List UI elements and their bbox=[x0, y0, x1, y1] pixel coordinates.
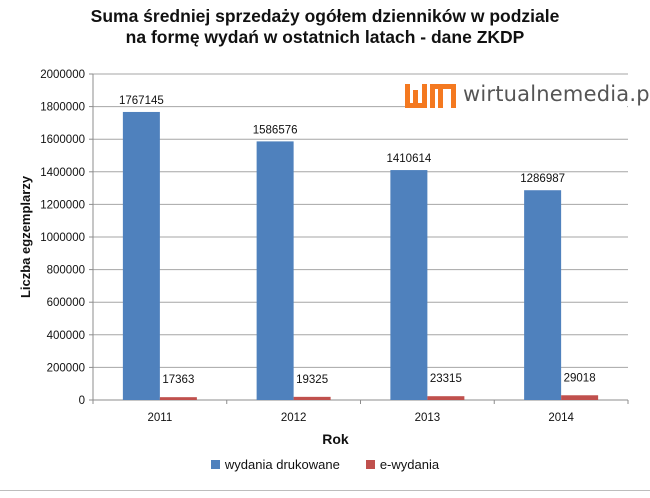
y-tick-label: 2000000 bbox=[40, 69, 85, 81]
wirtualnemedia-logo: wirtualnemedia.pl bbox=[405, 78, 650, 110]
y-tick-label: 1400000 bbox=[40, 167, 85, 179]
data-label: 1410614 bbox=[386, 153, 431, 165]
data-label: 1586576 bbox=[253, 124, 298, 136]
bar-e-edition bbox=[159, 397, 197, 400]
bar-printed bbox=[256, 141, 294, 400]
legend-swatch-series-2 bbox=[365, 460, 375, 469]
x-tick-label: 2013 bbox=[415, 412, 441, 424]
y-tick-label: 800000 bbox=[47, 265, 85, 277]
y-tick-label: 0 bbox=[79, 395, 85, 407]
bar-e-edition bbox=[293, 396, 331, 400]
data-label: 1767145 bbox=[119, 95, 164, 107]
data-label: 19325 bbox=[296, 374, 328, 386]
y-axis-title: Liczba egzemplarzy bbox=[18, 175, 33, 298]
y-tick-label: 1200000 bbox=[40, 199, 85, 211]
chart-title: Suma średniej sprzedaży ogółem dziennikó… bbox=[0, 6, 650, 48]
bar-printed bbox=[524, 190, 562, 400]
data-label: 17363 bbox=[162, 374, 194, 386]
bar-printed bbox=[122, 111, 160, 400]
y-tick-label: 1600000 bbox=[40, 134, 85, 146]
bar-e-edition bbox=[427, 396, 465, 400]
chart-title-line-2: na formę wydań w ostatnich latach - dane… bbox=[125, 27, 525, 47]
x-tick-label: 2014 bbox=[548, 412, 574, 424]
legend-item-series-2: e-wydania bbox=[365, 457, 440, 472]
data-label: 29018 bbox=[564, 372, 596, 384]
bar-e-edition bbox=[561, 395, 599, 400]
y-tick-label: 1800000 bbox=[40, 102, 85, 114]
logo-text: wirtualnemedia.pl bbox=[463, 82, 650, 106]
wirtualnemedia-logo-icon bbox=[405, 80, 457, 108]
chart-title-line-1: Suma średniej sprzedaży ogółem dziennikó… bbox=[90, 6, 560, 26]
data-label: 1286987 bbox=[520, 173, 565, 185]
y-tick-label: 400000 bbox=[47, 330, 85, 342]
x-axis-title: Rok bbox=[322, 431, 349, 447]
x-tick-label: 2012 bbox=[281, 412, 307, 424]
legend-label-series-1: wydania drukowane bbox=[224, 457, 340, 472]
legend-swatch-series-1 bbox=[210, 460, 220, 469]
y-tick-label: 600000 bbox=[47, 297, 85, 309]
bottom-divider bbox=[0, 490, 650, 491]
y-tick-label: 1000000 bbox=[40, 232, 85, 244]
chart-legend: wydania drukowane e-wydania bbox=[0, 457, 650, 472]
y-tick-label: 200000 bbox=[47, 362, 85, 374]
legend-item-series-1: wydania drukowane bbox=[210, 457, 340, 472]
data-label: 23315 bbox=[430, 373, 462, 385]
x-tick-label: 2011 bbox=[148, 412, 173, 424]
bar-printed bbox=[390, 170, 428, 400]
legend-label-series-2: e-wydania bbox=[379, 457, 440, 472]
